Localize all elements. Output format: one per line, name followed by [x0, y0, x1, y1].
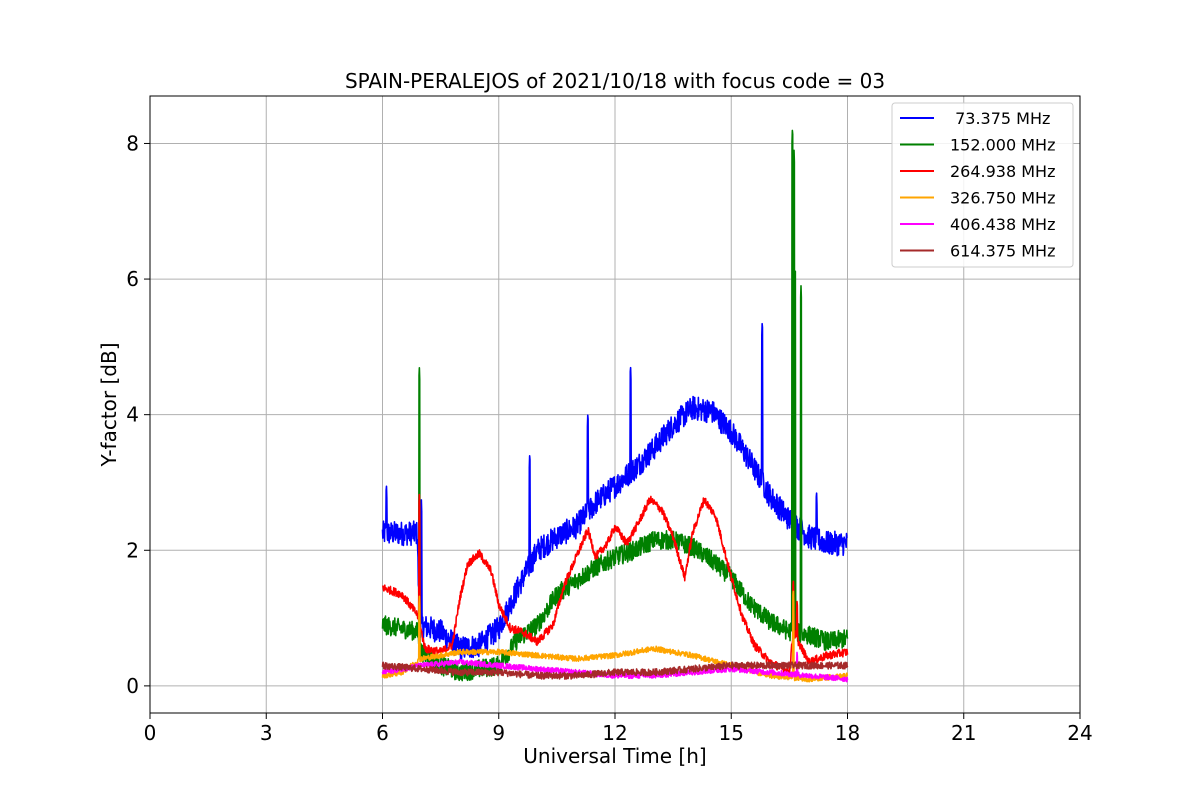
x-tick-label: 21 — [951, 721, 976, 745]
legend-box — [891, 102, 1074, 268]
y-axis-label: Y-factor [dB] — [97, 342, 121, 467]
legend-label: 73.375 MHz — [950, 109, 1050, 128]
x-tick-label: 6 — [376, 721, 389, 745]
x-tick-label: 18 — [835, 721, 860, 745]
y-tick-label: 6 — [126, 267, 139, 291]
x-tick-label: 3 — [260, 721, 273, 745]
series-line-2 — [382, 493, 849, 677]
x-tick-label: 12 — [602, 721, 627, 745]
y-tick-label: 4 — [126, 403, 139, 427]
x-tick-label: 0 — [144, 721, 157, 745]
x-axis-label: Universal Time [h] — [523, 744, 706, 768]
series-line-1 — [381, 129, 849, 682]
legend: 73.375 MHz 152.000 MHz 264.938 MHz 326.750 … — [891, 102, 1074, 268]
series-line-5 — [381, 661, 849, 680]
legend-label: 406.438 MHz — [950, 215, 1055, 234]
legend-label: 152.000 MHz — [950, 136, 1055, 155]
x-tick-label: 15 — [719, 721, 744, 745]
x-tick-label: 9 — [492, 721, 505, 745]
y-tick-label: 0 — [126, 674, 139, 698]
legend-label: 326.750 MHz — [950, 189, 1055, 208]
series-line-0 — [381, 322, 848, 661]
series-layer — [381, 129, 849, 683]
y-tick-label: 2 — [126, 538, 139, 562]
series-line-3 — [381, 590, 849, 683]
series-line-4 — [381, 651, 849, 683]
y-tick-label: 8 — [126, 131, 139, 155]
x-tick-label: 24 — [1067, 721, 1092, 745]
legend-label: 264.938 MHz — [950, 162, 1055, 181]
legend-label: 614.375 MHz — [950, 242, 1055, 261]
chart-title: SPAIN-PERALEJOS of 2021/10/18 with focus… — [345, 69, 885, 93]
